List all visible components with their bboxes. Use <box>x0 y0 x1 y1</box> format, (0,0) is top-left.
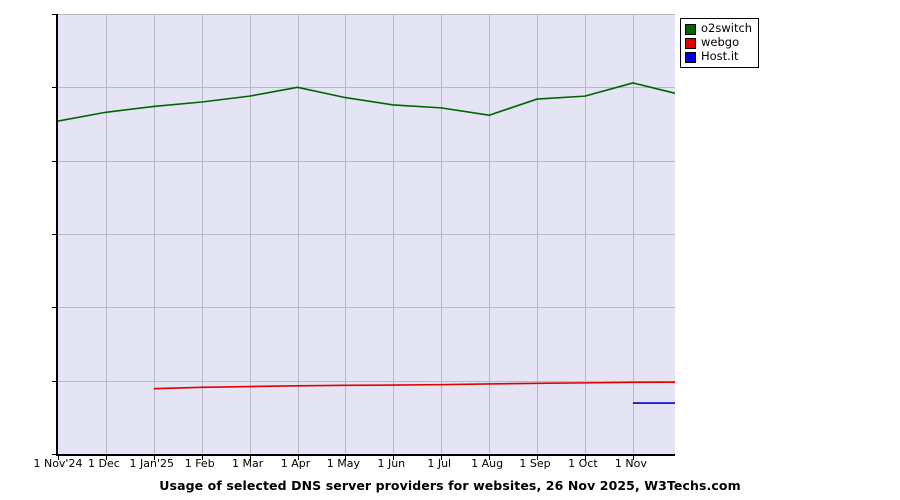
x-axis-tick-label: 1 Apr <box>280 457 311 470</box>
gridline-vertical <box>201 14 203 454</box>
chart-legend: o2switch webgo Host.it <box>680 18 760 68</box>
legend-item[interactable]: webgo <box>685 36 752 50</box>
y-axis-tick <box>52 87 58 89</box>
gridline-vertical <box>153 14 155 454</box>
gridline-horizontal <box>58 380 675 382</box>
legend-color-swatch <box>685 51 696 63</box>
plot-inner <box>58 14 675 454</box>
x-axis-tick-label: 1 May <box>326 457 361 470</box>
x-axis-tick <box>58 454 59 460</box>
y-axis-tick <box>52 454 58 455</box>
x-axis-labels: 1 Nov'24 1 Dec 1 Jan'25 1 Feb 1 Mar 1 Apr 1 Ma… <box>0 458 900 474</box>
gridline-vertical <box>105 14 107 454</box>
x-axis-tick-label: 1 Nov'24 <box>33 457 83 470</box>
x-axis-tick-label: 1 Oct <box>568 457 598 470</box>
gridline-vertical <box>249 14 251 454</box>
y-axis-tick <box>52 14 58 15</box>
x-axis-tick-label: 1 Sep <box>519 457 551 470</box>
gridline-vertical <box>297 14 299 454</box>
y-axis-tick <box>52 380 58 382</box>
series-line-o2switch <box>58 82 675 122</box>
y-axis-labels: 00.050.10.150.20.250.3 <box>0 0 50 500</box>
x-axis-tick <box>584 454 586 460</box>
x-axis-tick <box>153 454 155 460</box>
y-axis-tick <box>52 234 58 235</box>
plot-area <box>52 14 675 460</box>
gridline-horizontal <box>58 160 675 162</box>
legend-color-swatch <box>685 23 696 35</box>
gridline-vertical <box>584 14 586 454</box>
x-axis-tick-label: 1 Mar <box>231 457 264 470</box>
gridline-vertical <box>489 14 491 454</box>
x-axis-tick <box>441 454 443 460</box>
gridline-horizontal <box>58 14 675 15</box>
gridline-vertical <box>632 14 634 454</box>
legend-color-swatch <box>685 37 696 49</box>
x-axis-tick <box>249 454 251 460</box>
x-axis-tick-label: 1 Jul <box>427 457 452 470</box>
gridline-vertical <box>345 14 347 454</box>
x-axis-tick-label: 1 Aug <box>471 457 504 470</box>
gridline-vertical <box>537 14 539 454</box>
legend-item[interactable]: o2switch <box>685 22 752 36</box>
x-axis-tick <box>489 454 491 460</box>
x-axis-tick-label: 1 Jun <box>377 457 406 470</box>
legend-item-label: webgo <box>701 35 740 50</box>
x-axis-tick-label: 1 Dec <box>88 457 120 470</box>
x-axis-tick <box>393 454 395 460</box>
x-axis-tick <box>537 454 539 460</box>
gridline-horizontal <box>58 307 675 309</box>
gridline-vertical <box>441 14 443 454</box>
gridline-horizontal <box>58 234 675 235</box>
x-axis-tick <box>345 454 347 460</box>
legend-item[interactable]: Host.it <box>685 50 752 64</box>
y-axis-tick <box>52 160 58 162</box>
x-axis-tick <box>201 454 203 460</box>
gridline-horizontal <box>58 87 675 89</box>
x-axis-tick-label: 1 Feb <box>184 457 215 470</box>
x-axis-tick <box>632 454 634 460</box>
legend-item-label: o2switch <box>701 21 753 36</box>
y-axis-tick <box>52 307 58 309</box>
x-axis-tick-label: 1 Nov <box>614 457 647 470</box>
x-axis-tick <box>105 454 107 460</box>
legend-item-label: Host.it <box>701 49 739 64</box>
gridline-vertical <box>393 14 395 454</box>
series-line-webgo <box>153 381 675 390</box>
series-lines <box>58 82 675 404</box>
x-axis-tick <box>297 454 299 460</box>
x-axis-tick-label: 1 Jan'25 <box>129 457 175 470</box>
chart-caption: Usage of selected DNS server providers f… <box>159 478 741 493</box>
